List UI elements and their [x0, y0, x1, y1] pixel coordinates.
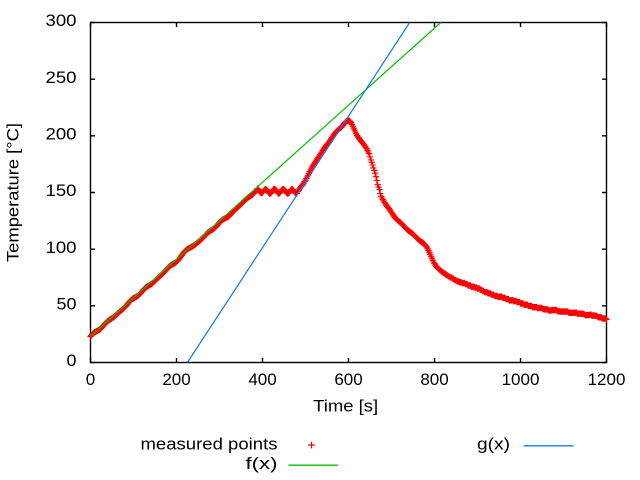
svg-text:50: 50 — [57, 295, 77, 314]
svg-text:1000: 1000 — [502, 370, 540, 389]
svg-text:0: 0 — [67, 351, 77, 370]
svg-text:400: 400 — [248, 370, 276, 389]
svg-text:200: 200 — [46, 125, 77, 144]
svg-text:Temperature [°C]: Temperature [°C] — [4, 123, 23, 262]
svg-text:600: 600 — [334, 370, 362, 389]
svg-text:800: 800 — [420, 370, 448, 389]
svg-text:250: 250 — [46, 68, 77, 87]
svg-text:0: 0 — [86, 370, 95, 389]
svg-text:measured points: measured points — [141, 435, 278, 454]
svg-text:f(x): f(x) — [246, 454, 278, 473]
svg-text:300: 300 — [46, 11, 77, 30]
svg-text:100: 100 — [46, 238, 77, 257]
svg-text:150: 150 — [46, 181, 77, 200]
svg-text:g(x): g(x) — [477, 435, 510, 454]
svg-text:200: 200 — [162, 370, 190, 389]
svg-text:Time [s]: Time [s] — [313, 397, 378, 416]
svg-text:1200: 1200 — [588, 370, 626, 389]
